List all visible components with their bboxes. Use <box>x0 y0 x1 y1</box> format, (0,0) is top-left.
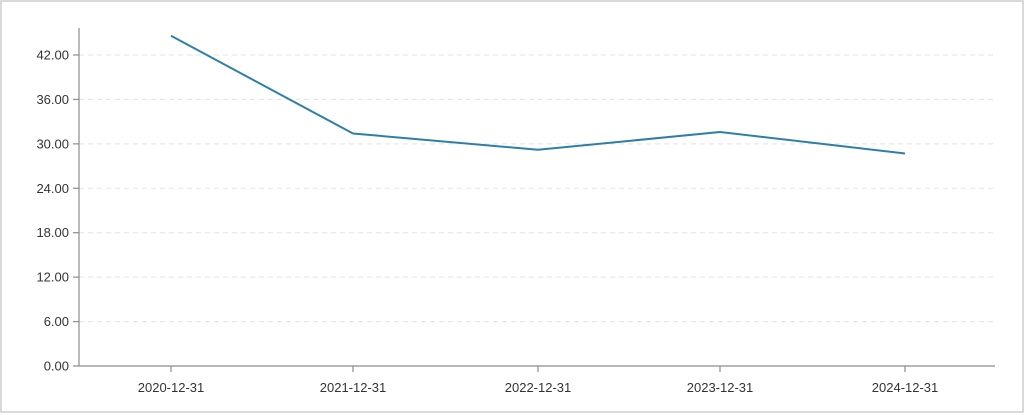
y-tick-label: 24.00 <box>36 181 69 196</box>
data-point[interactable] <box>536 148 540 152</box>
y-tick-label: 42.00 <box>36 48 69 63</box>
axis-layer <box>73 28 995 372</box>
y-tick-label: 36.00 <box>36 92 69 107</box>
y-tick-label: 12.00 <box>36 270 69 285</box>
y-tick-label: 30.00 <box>36 136 69 151</box>
x-tick-labels: 2020-12-31 2021-12-31 2022-12-31 2023-12-31… <box>138 380 939 395</box>
data-point[interactable] <box>351 131 355 135</box>
grid-layer <box>79 54 995 323</box>
x-tick-label: 2020-12-31 <box>138 380 205 395</box>
y-tick-labels: 0.00 6.00 12.00 18.00 24.00 30.00 36.00 42.00 <box>36 48 69 374</box>
y-tick-label: 0.00 <box>44 359 69 374</box>
data-point[interactable] <box>903 151 907 155</box>
x-tick-label: 2021-12-31 <box>320 380 387 395</box>
data-point[interactable] <box>169 34 173 38</box>
series-layer <box>169 34 907 155</box>
y-tick-label: 18.00 <box>36 225 69 240</box>
y-tick-label: 6.00 <box>44 314 69 329</box>
x-tick-label: 2022-12-31 <box>505 380 572 395</box>
x-tick-label: 2023-12-31 <box>687 380 754 395</box>
data-point[interactable] <box>718 130 722 134</box>
series-line <box>170 34 906 155</box>
x-tick-label: 2024-12-31 <box>872 380 939 395</box>
